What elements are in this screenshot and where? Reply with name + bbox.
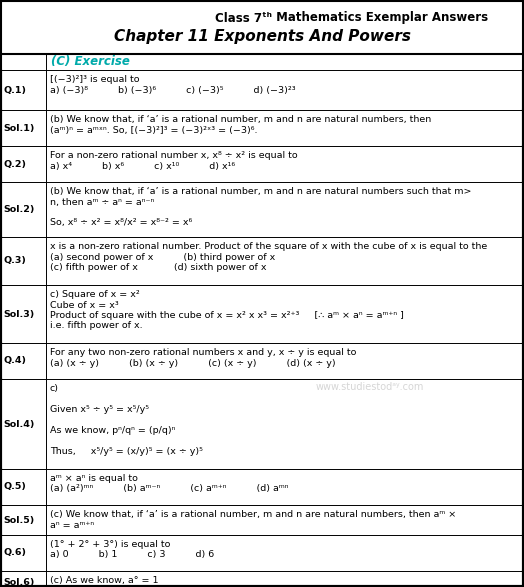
Text: (a) second power of x          (b) third power of x: (a) second power of x (b) third power of… [50, 252, 275, 261]
Text: www.studiestodᵃʸ.com: www.studiestodᵃʸ.com [316, 382, 424, 392]
Text: Class 7: Class 7 [215, 12, 262, 25]
Text: Sol.6): Sol.6) [3, 578, 35, 586]
Text: Q.3): Q.3) [3, 257, 26, 265]
Text: For a non-zero rational number x, x⁸ ÷ x² is equal to: For a non-zero rational number x, x⁸ ÷ x… [50, 151, 298, 160]
Text: Given x⁵ ÷ y⁵ = x⁵/y⁵: Given x⁵ ÷ y⁵ = x⁵/y⁵ [50, 405, 149, 414]
Text: c) Square of x = x²: c) Square of x = x² [50, 290, 140, 299]
Text: a) (−3)⁸          b) (−3)⁶          c) (−3)⁵          d) (−3)²³: a) (−3)⁸ b) (−3)⁶ c) (−3)⁵ d) (−3)²³ [50, 86, 296, 95]
Text: (aᵐ)ⁿ = aᵐˣⁿ. So, [(−3)²]³ = (−3)²ˣ³ = (−3)⁶.: (aᵐ)ⁿ = aᵐˣⁿ. So, [(−3)²]³ = (−3)²ˣ³ = (… [50, 126, 257, 134]
Text: (c) fifth power of x            (d) sixth power of x: (c) fifth power of x (d) sixth power of … [50, 263, 267, 272]
Text: n, then aᵐ ÷ aⁿ = aⁿ⁻ⁿ: n, then aᵐ ÷ aⁿ = aⁿ⁻ⁿ [50, 197, 154, 207]
Text: Sol.1): Sol.1) [3, 123, 35, 133]
Text: Thus,     x⁵/y⁵ = (x/y)⁵ = (x ÷ y)⁵: Thus, x⁵/y⁵ = (x/y)⁵ = (x ÷ y)⁵ [50, 447, 203, 456]
Text: i.e. fifth power of x.: i.e. fifth power of x. [50, 322, 143, 330]
Text: (c) We know that, if ‘a’ is a rational number, m and n are natural numbers, then: (c) We know that, if ‘a’ is a rational n… [50, 510, 456, 519]
Text: a) 0          b) 1          c) 3          d) 6: a) 0 b) 1 c) 3 d) 6 [50, 551, 214, 559]
Text: [(−3)²]³ is equal to: [(−3)²]³ is equal to [50, 75, 139, 84]
Text: So, x⁸ ÷ x² = x⁸/x² = x⁸⁻² = x⁶: So, x⁸ ÷ x² = x⁸/x² = x⁸⁻² = x⁶ [50, 218, 192, 228]
Text: (1° + 2° + 3°) is equal to: (1° + 2° + 3°) is equal to [50, 540, 170, 549]
Text: Q.6): Q.6) [3, 548, 26, 558]
Text: Q.2): Q.2) [3, 160, 26, 168]
Text: Cube of x = x³: Cube of x = x³ [50, 301, 119, 309]
Text: For any two non-zero rational numbers x and y, x ÷ y is equal to: For any two non-zero rational numbers x … [50, 348, 356, 357]
Text: Sol.3): Sol.3) [3, 309, 34, 319]
Text: x is a non-zero rational number. Product of the square of x with the cube of x i: x is a non-zero rational number. Product… [50, 242, 487, 251]
Text: As we know, pⁿ/qⁿ = (p/q)ⁿ: As we know, pⁿ/qⁿ = (p/q)ⁿ [50, 426, 176, 435]
Text: (c) As we know, a° = 1: (c) As we know, a° = 1 [50, 576, 158, 585]
Text: (a) (a²)ᵐⁿ          (b) aᵐ⁻ⁿ          (c) aᵐ⁺ⁿ          (d) aᵐⁿ: (a) (a²)ᵐⁿ (b) aᵐ⁻ⁿ (c) aᵐ⁺ⁿ (d) aᵐⁿ [50, 484, 289, 494]
Text: (a) (x ÷ y)          (b) (x ÷ y)          (c) (x ÷ y)          (d) (x ÷ y): (a) (x ÷ y) (b) (x ÷ y) (c) (x ÷ y) (d) … [50, 359, 336, 367]
Text: Q.4): Q.4) [3, 356, 26, 366]
Text: aᵐ × aⁿ is equal to: aᵐ × aⁿ is equal to [50, 474, 138, 483]
Text: c): c) [50, 384, 59, 393]
Text: (b) We know that, if ‘a’ is a rational number, m and n are natural numbers such : (b) We know that, if ‘a’ is a rational n… [50, 187, 472, 196]
Text: ᵗʰ Mathematics Exemplar Answers: ᵗʰ Mathematics Exemplar Answers [262, 12, 488, 25]
Text: (b) We know that, if ‘a’ is a rational number, m and n are natural numbers, then: (b) We know that, if ‘a’ is a rational n… [50, 115, 431, 124]
Text: Chapter 11 Exponents And Powers: Chapter 11 Exponents And Powers [114, 29, 410, 43]
Text: a) x⁴          b) x⁶          c) x¹⁰          d) x¹⁶: a) x⁴ b) x⁶ c) x¹⁰ d) x¹⁶ [50, 161, 235, 170]
Text: Q.1): Q.1) [3, 86, 26, 95]
Text: Sol.4): Sol.4) [3, 420, 35, 429]
Text: Q.5): Q.5) [3, 483, 26, 491]
Text: Sol.2): Sol.2) [3, 205, 35, 214]
Text: Product of square with the cube of x = x² x x³ = x²⁺³     [∴ aᵐ × aⁿ = aᵐ⁺ⁿ ]: Product of square with the cube of x = x… [50, 311, 404, 320]
Text: aⁿ = aᵐ⁺ⁿ: aⁿ = aᵐ⁺ⁿ [50, 521, 94, 529]
Text: Sol.5): Sol.5) [3, 515, 34, 525]
Text: (C) Exercise: (C) Exercise [51, 56, 130, 69]
